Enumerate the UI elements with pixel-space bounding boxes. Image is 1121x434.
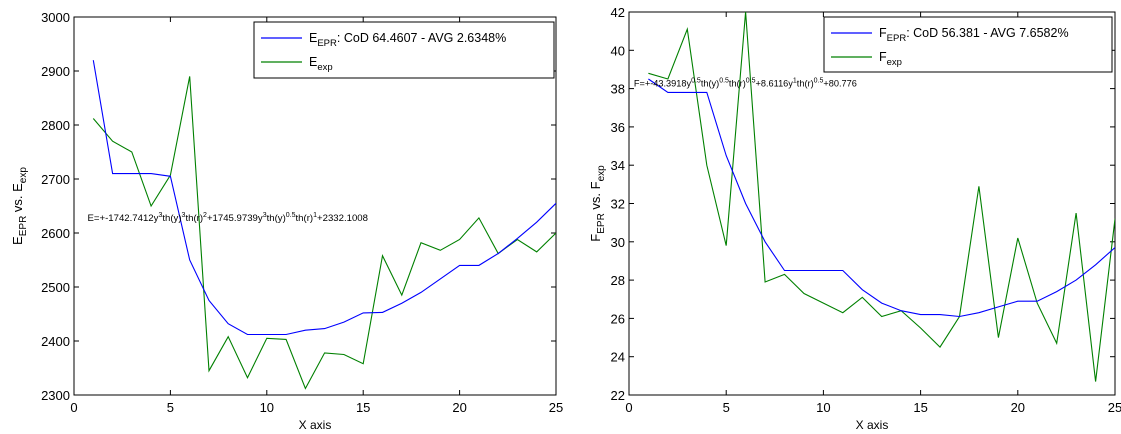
x-tick-label: 0 — [625, 400, 632, 415]
series-line-f-epr — [648, 78, 1115, 318]
y-tick-label: 26 — [611, 311, 625, 326]
y-tick-label: 38 — [611, 82, 625, 97]
y-tick-label: 40 — [611, 43, 625, 58]
y-tick-label: 3000 — [41, 10, 70, 25]
x-tick-label: 5 — [723, 400, 730, 415]
y-tick-label: 24 — [611, 350, 625, 365]
legend: FEPR: CoD 56.381 - AVG 7.6582% Fexp — [823, 16, 1113, 73]
y-tick-label: 2900 — [41, 64, 70, 79]
plot-area — [73, 16, 557, 396]
series-line-e-epr — [92, 60, 556, 336]
y-tick-label: 2800 — [41, 118, 70, 133]
y-tick-label: 42 — [611, 5, 625, 20]
x-tick-label: 0 — [70, 400, 77, 415]
y-tick-label: 36 — [611, 120, 625, 135]
y-tick-label: 2400 — [41, 334, 70, 349]
series-line-e-exp — [92, 76, 556, 390]
equation-annotation: F=+-43.3918y0.5th(y)0.5th(r)0.5+8.6116y1… — [634, 78, 857, 89]
x-tick-label: 20 — [1011, 400, 1025, 415]
y-tick-label: 2300 — [41, 388, 70, 403]
legend: EEPR: CoD 64.4607 - AVG 2.6348% Eexp — [253, 21, 555, 79]
x-axis-label: X axis — [856, 418, 889, 432]
x-tick-label: 10 — [816, 400, 830, 415]
legend-entry-label: Fexp — [879, 50, 902, 68]
x-tick-label: 5 — [167, 400, 174, 415]
y-tick-label: 2500 — [41, 280, 70, 295]
legend-box — [823, 16, 1113, 73]
y-tick-label: 32 — [611, 197, 625, 212]
y-tick-label: 2600 — [41, 226, 70, 241]
x-tick-label: 25 — [549, 400, 563, 415]
x-tick-label: 15 — [356, 400, 370, 415]
y-tick-label: 2700 — [41, 172, 70, 187]
y-tick-label: 22 — [611, 388, 625, 403]
x-tick-label: 20 — [452, 400, 466, 415]
chart-1: 0 5 10 15 20 25 2300 2400 2500 2600 2700 2800 2900 30… — [10, 10, 563, 432]
x-axis-label: X axis — [299, 418, 332, 432]
equation-annotation: E=+-1742.7412y3th(y)3th(r)2+1745.9739y3t… — [87, 212, 367, 224]
chart-2: 0 5 10 15 20 25 22 24 26 28 30 32 34 36 38 40 42 X axis FE… — [588, 5, 1121, 432]
legend-entry-label: FEPR: CoD 56.381 - AVG 7.6582% — [879, 26, 1069, 44]
y-axis-label: EEPR vs. Eexp — [10, 167, 29, 245]
y-tick-label: 28 — [611, 273, 625, 288]
y-tick-label: 34 — [611, 158, 625, 173]
x-tick-label: 15 — [913, 400, 927, 415]
series-line-f-exp — [648, 12, 1115, 382]
x-tick-label: 10 — [260, 400, 274, 415]
legend-box — [253, 21, 555, 79]
legend-entry-label: EEPR: CoD 64.4607 - AVG 2.6348% — [309, 31, 506, 49]
legend-entry-label: Eexp — [309, 55, 333, 73]
x-tick-label: 25 — [1108, 400, 1121, 415]
y-tick-label: 30 — [611, 235, 625, 250]
y-axis-label: FEPR vs. Fexp — [588, 165, 607, 242]
